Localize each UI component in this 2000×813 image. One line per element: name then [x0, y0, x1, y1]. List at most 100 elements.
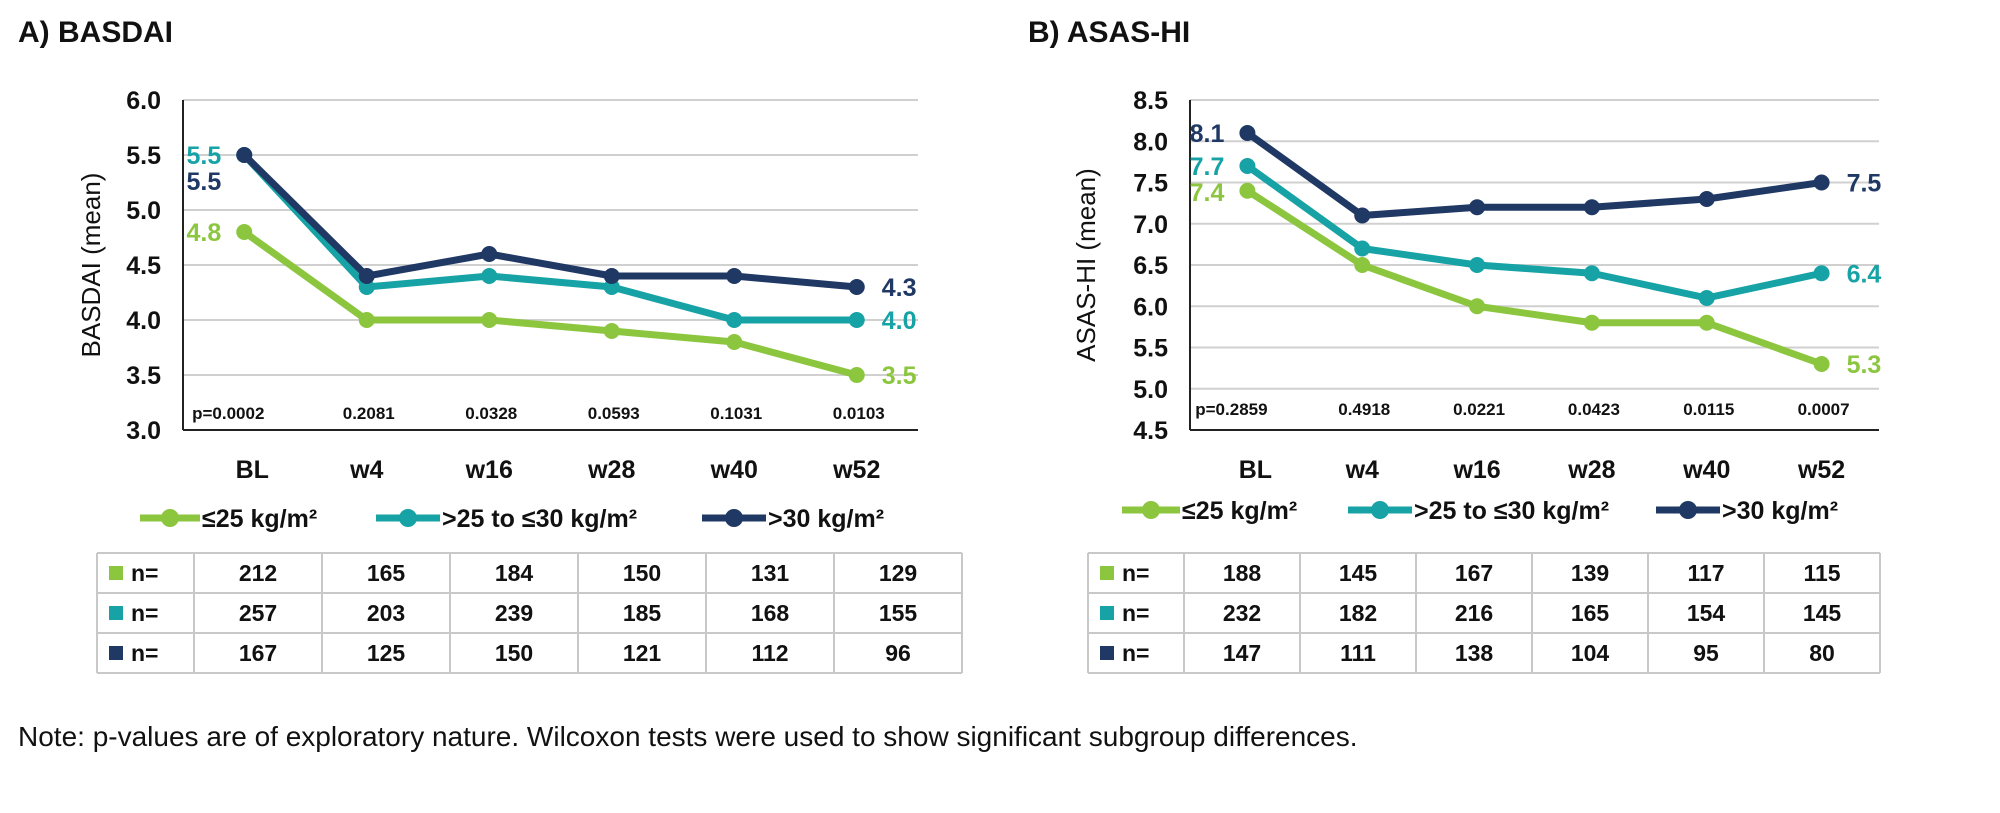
- row-label: n=: [1122, 600, 1149, 626]
- x-tick-label: w16: [465, 456, 513, 484]
- panel-title: B) ASAS-HI: [1028, 16, 1190, 49]
- table-cell: 139: [1571, 560, 1609, 586]
- row-color-swatch: [1100, 566, 1114, 580]
- legend-label: ≤25 kg/m²: [202, 505, 317, 533]
- data-point-gt30: [848, 279, 865, 295]
- table-cell: 121: [623, 640, 662, 666]
- data-point-le25: [236, 224, 253, 240]
- y-tick-label: 5.0: [126, 197, 161, 225]
- series-line-le25: [242, 229, 858, 379]
- end-value-label: 6.4: [1847, 260, 1882, 288]
- p-value-label: p=0.2859: [1195, 400, 1267, 419]
- data-point-gt25_le30: [1813, 265, 1830, 282]
- table-cell: 216: [1455, 600, 1493, 626]
- data-point-gt25_le30: [726, 312, 743, 328]
- data-point-le25: [848, 367, 865, 383]
- table-row: n= 147 111 138 104 95 80: [1100, 640, 1835, 666]
- table-cell: 257: [239, 600, 277, 626]
- x-tick-label: BL: [236, 456, 269, 484]
- data-point-le25: [1354, 257, 1371, 273]
- table-cell: 184: [495, 560, 534, 586]
- row-color-swatch: [1100, 646, 1114, 660]
- table-cell: 95: [1693, 640, 1719, 666]
- x-tick-label: w4: [349, 456, 383, 484]
- row-color-swatch: [109, 566, 123, 580]
- table-cell: 188: [1223, 560, 1262, 586]
- table-cell: 150: [623, 560, 661, 586]
- y-axis-label: BASDAI (mean): [76, 173, 106, 358]
- y-tick-label: 5.0: [1133, 376, 1168, 404]
- table-cell: 182: [1339, 600, 1377, 626]
- y-tick-label: 4.5: [126, 252, 161, 280]
- p-value-label: 0.0221: [1453, 400, 1505, 419]
- data-point-gt30: [726, 268, 743, 284]
- data-point-gt25_le30: [1698, 290, 1715, 306]
- data-point-gt30: [1354, 207, 1371, 224]
- footnote: Note: p-values are of exploratory nature…: [18, 721, 1358, 752]
- y-tick-label: 6.0: [1133, 293, 1168, 321]
- data-point-gt25_le30: [1469, 257, 1486, 273]
- y-tick-label: 6.5: [1133, 252, 1168, 280]
- start-value-label: 5.5: [186, 168, 221, 196]
- table-cell: 167: [1455, 560, 1493, 586]
- data-point-gt25_le30: [1583, 265, 1600, 282]
- series-line-gt30: [241, 152, 858, 291]
- x-tick-label: w16: [1452, 456, 1500, 484]
- y-tick-label: 6.0: [126, 87, 161, 115]
- table-cell: 111: [1340, 640, 1376, 666]
- data-point-le25: [1583, 314, 1600, 331]
- data-point-gt25_le30: [603, 279, 620, 295]
- x-tick-label: w28: [1567, 456, 1615, 484]
- y-tick-label: 7.5: [1133, 170, 1168, 198]
- y-tick-label: 4.5: [1133, 417, 1168, 445]
- data-point-gt25_le30: [848, 312, 865, 328]
- legend-item-gt25_le30: >25 to ≤30 kg/m²: [376, 505, 637, 533]
- data-point-le25: [603, 323, 620, 339]
- p-value-label: 0.1031: [710, 404, 762, 423]
- row-label: n=: [131, 600, 158, 626]
- table-cell: 232: [1223, 600, 1261, 626]
- start-value-label: 4.8: [186, 219, 221, 247]
- p-value-label: 0.0328: [465, 404, 517, 423]
- table-row: n= 232 182 216 165 154 145: [1100, 600, 1841, 626]
- p-value-label: 0.0103: [833, 404, 885, 423]
- legend-label: >25 to ≤30 kg/m²: [442, 505, 637, 533]
- x-tick-label: w52: [1797, 456, 1845, 484]
- series-line-gt30: [1245, 130, 1823, 219]
- data-point-le25: [481, 312, 498, 328]
- y-tick-label: 3.0: [126, 417, 161, 445]
- data-point-le25: [1813, 356, 1830, 372]
- y-tick-label: 7.0: [1133, 211, 1168, 239]
- x-tick-label: w52: [832, 456, 880, 484]
- y-axis-label: ASAS-HI (mean): [1071, 168, 1101, 362]
- table-cell: 115: [1803, 560, 1840, 586]
- end-value-label: 3.5: [882, 362, 917, 390]
- y-tick-label: 5.5: [126, 142, 161, 170]
- table-cell: 155: [879, 600, 918, 626]
- data-point-gt30: [1239, 125, 1256, 141]
- legend-marker: [1371, 501, 1389, 519]
- start-value-label: 5.5: [186, 142, 221, 170]
- table-row: n= 167 125 150 121 112 96: [109, 640, 911, 666]
- legend-label: >30 kg/m²: [768, 505, 884, 533]
- table-cell: 147: [1223, 640, 1261, 666]
- table-cell: 150: [495, 640, 533, 666]
- data-point-gt30: [1469, 199, 1486, 216]
- table-cell: 168: [751, 600, 790, 626]
- table-cell: 165: [367, 560, 406, 586]
- x-tick-label: BL: [1239, 456, 1272, 484]
- data-point-gt30: [1583, 199, 1600, 216]
- table-cell: 165: [1571, 600, 1610, 626]
- p-value-label: p=0.0002: [192, 404, 264, 423]
- end-value-label: 4.0: [882, 307, 917, 335]
- table-cell: 112: [751, 640, 788, 666]
- n-table: n= 188 145 167 139 117 115 n= 232 182 216 165 154 145…: [1087, 552, 1881, 674]
- legend-label: >25 to ≤30 kg/m²: [1414, 497, 1609, 525]
- table-cell: 145: [1339, 560, 1378, 586]
- legend-marker: [725, 509, 743, 527]
- row-label: n=: [1122, 560, 1149, 586]
- y-tick-label: 8.5: [1133, 87, 1168, 115]
- data-point-gt30: [1698, 191, 1715, 207]
- x-tick-label: w4: [1345, 456, 1379, 484]
